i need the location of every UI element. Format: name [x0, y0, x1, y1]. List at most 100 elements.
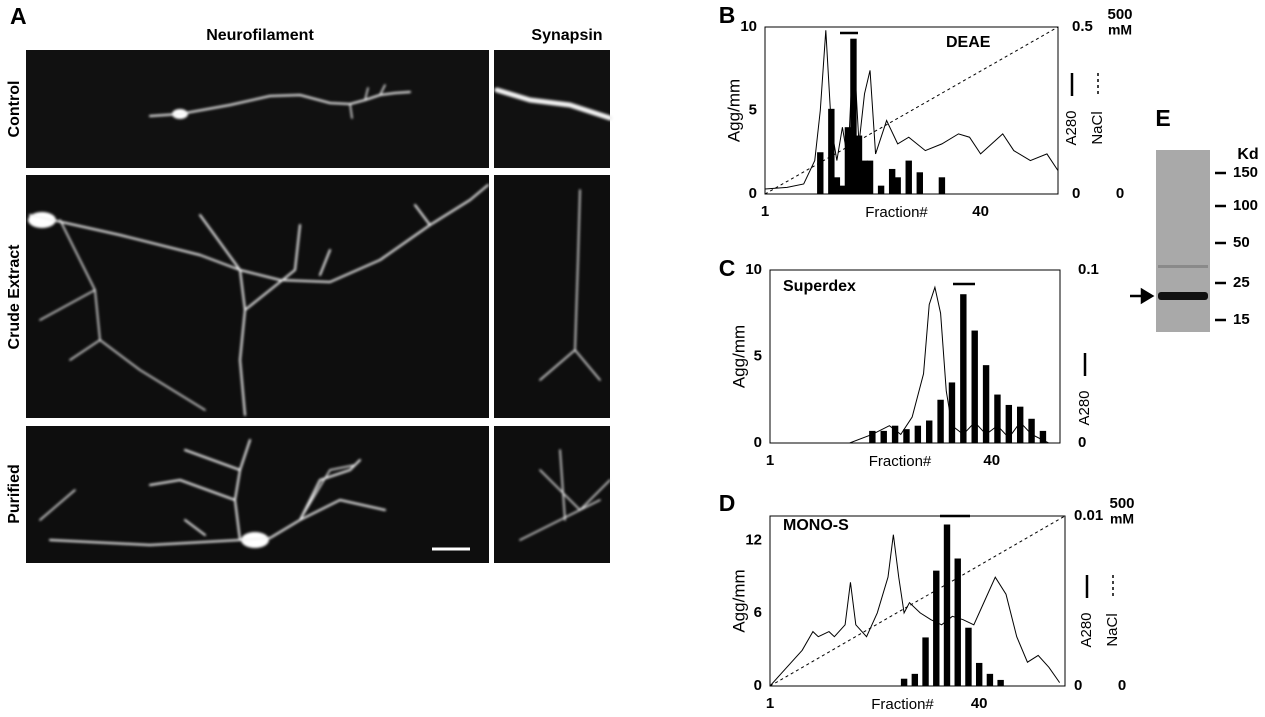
y-axis-label: Agg/mm: [729, 569, 748, 632]
bar: [888, 168, 896, 194]
series-line: [769, 515, 1066, 687]
y2-axis-label: A280: [1078, 612, 1095, 647]
bar: [937, 399, 944, 443]
x-tick-label: 40: [972, 203, 989, 220]
chart-title: Superdex: [783, 278, 856, 295]
neurons: [28, 84, 613, 548]
micrograph: [494, 426, 610, 563]
column-header: Synapsin: [531, 27, 602, 44]
chart: C Superdex 1 40 Fraction# 0 5 10 0 0.1 Agg/mm A280: [719, 255, 1099, 470]
panel-letter: E: [1155, 105, 1170, 131]
unit-label: Kd: [1237, 146, 1258, 163]
marker-label: 150: [1233, 164, 1258, 181]
y3-tick-label: 0: [1118, 677, 1126, 694]
panel-a: A Neurofilament Synapsin Control Crude E…: [6, 3, 613, 563]
plot-frame: [764, 26, 1059, 195]
gel-band: [1158, 265, 1208, 268]
panel-letter: C: [719, 255, 736, 281]
x-tick-label: 1: [766, 695, 774, 712]
y2-tick-label: 0: [1078, 434, 1086, 451]
chart-title: MONO-S: [783, 517, 849, 534]
y2-tick-label: 0.01: [1074, 507, 1103, 524]
row-label: Crude Extract: [6, 244, 23, 350]
chart-title: DEAE: [946, 34, 991, 51]
bar: [975, 662, 983, 686]
y3-unit: mM: [1110, 511, 1134, 527]
y3-tick-label: 500: [1107, 6, 1132, 23]
micrograph: [494, 175, 610, 418]
y-tick-label: 10: [740, 18, 757, 35]
bar: [905, 160, 912, 194]
x-axis-label: Fraction#: [865, 204, 928, 221]
y2-tick-label: 0: [1074, 677, 1082, 694]
series-line: [764, 30, 1059, 190]
bar: [982, 365, 990, 443]
bar: [894, 177, 901, 194]
bar: [971, 330, 978, 443]
y3-axis-label: NaCl: [1104, 613, 1121, 646]
y2-tick-label: 0.5: [1072, 18, 1093, 35]
bar: [1028, 418, 1035, 443]
bar: [948, 382, 956, 443]
marker-label: 15: [1233, 311, 1250, 328]
y-tick-label: 12: [745, 531, 762, 548]
bar: [1039, 430, 1047, 443]
bar: [855, 135, 863, 194]
y2-axis-label: A280: [1063, 110, 1080, 145]
marker-label: 50: [1233, 234, 1250, 251]
bar: [877, 185, 885, 194]
bar: [933, 570, 940, 686]
y3-unit: mM: [1108, 22, 1132, 38]
bar: [914, 425, 922, 443]
bar: [926, 420, 933, 443]
y3-tick-label: 500: [1109, 495, 1134, 512]
plot-frame: [769, 515, 1066, 687]
bar: [960, 294, 967, 443]
plot-frame: [769, 269, 1061, 444]
micrograph: [494, 50, 610, 168]
y2-tick-label: 0: [1072, 185, 1080, 202]
bar: [986, 673, 994, 686]
panel-letter: A: [10, 3, 27, 29]
x-axis-label: Fraction#: [869, 453, 932, 470]
bar: [869, 430, 876, 443]
y2-axis-label: A280: [1076, 390, 1093, 425]
series-line: [770, 285, 1049, 444]
gel-band: [1158, 292, 1208, 300]
bar: [943, 524, 951, 686]
bar: [1016, 406, 1024, 443]
bar: [880, 430, 887, 443]
bar: [839, 185, 846, 194]
y-tick-label: 10: [745, 261, 762, 278]
y-tick-label: 0: [754, 677, 762, 694]
bar: [817, 152, 824, 194]
x-tick-label: 40: [983, 452, 1000, 469]
x-tick-label: 40: [971, 695, 988, 712]
y2-tick-label: 0.1: [1078, 261, 1099, 278]
y-axis-label: Agg/mm: [729, 325, 748, 388]
column-header: Neurofilament: [206, 27, 314, 44]
micrograph: [26, 50, 489, 168]
marker-label: 25: [1233, 274, 1250, 291]
bar: [922, 637, 929, 686]
y3-tick-label: 0: [1116, 185, 1124, 202]
series-line: [769, 534, 1061, 687]
bar: [911, 673, 919, 686]
bar: [965, 627, 972, 686]
y3-axis-label: NaCl: [1089, 111, 1106, 144]
bar: [994, 394, 1001, 443]
y-tick-label: 5: [754, 347, 762, 364]
bar: [997, 679, 1004, 686]
bar: [850, 38, 857, 194]
marker-label: 100: [1233, 197, 1258, 214]
y-axis-label: Agg/mm: [724, 79, 743, 142]
y-tick-label: 0: [749, 185, 757, 202]
bar: [903, 429, 910, 443]
bar: [891, 425, 899, 443]
bar: [954, 558, 961, 686]
series-line: [764, 26, 1059, 195]
bar: [828, 108, 835, 194]
